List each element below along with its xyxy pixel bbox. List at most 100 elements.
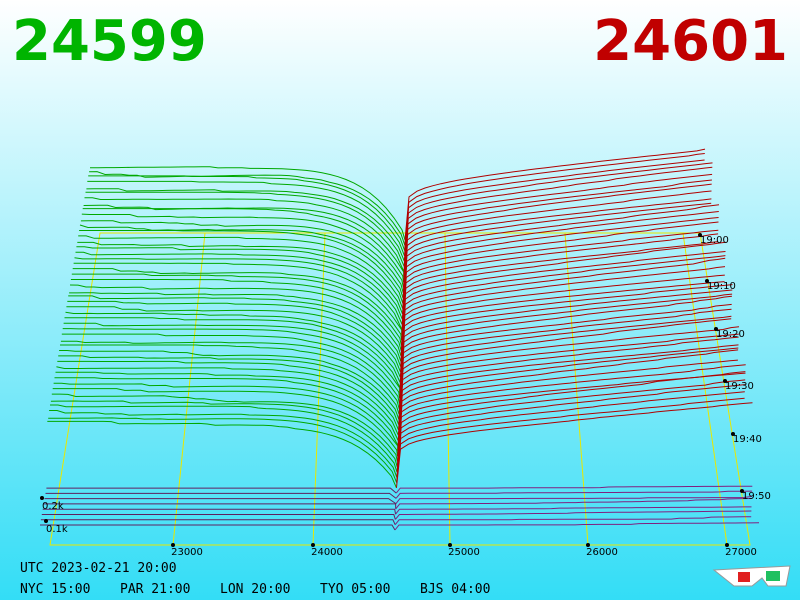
ask-depth-line [398, 315, 732, 404]
ask-depth-line [401, 241, 726, 335]
tick-dot [40, 496, 44, 500]
ask-depth-line [395, 485, 753, 494]
ask-depth-line [397, 364, 746, 451]
bid-depth-line [73, 262, 403, 335]
bid-depth-line [75, 251, 403, 325]
ask-depth-line [396, 371, 746, 462]
tick-dot [740, 489, 744, 493]
ask-depth-line [395, 495, 752, 504]
bid-depth-line [89, 171, 406, 246]
bid-depth-line [58, 355, 400, 425]
ask-depth-line [395, 498, 752, 510]
bid-depth-line [47, 420, 397, 489]
tick-dot [44, 519, 48, 523]
bid-depth-line [74, 257, 403, 330]
ask-depth-line [402, 217, 719, 309]
utc-time: UTC 2023-02-21 20:00 [20, 561, 177, 576]
ask-depth-line [400, 281, 725, 367]
ask-depth-line [395, 490, 753, 499]
ask-depth-line [403, 183, 712, 277]
ask-depth-line [403, 179, 712, 272]
tick-dot [698, 233, 702, 237]
time-tick-label: 19:20 [716, 329, 745, 340]
ask-depth-line [400, 257, 726, 351]
bid-depth-line [85, 191, 405, 267]
ask-depth-line [396, 397, 745, 483]
ask-depth-line [398, 326, 740, 415]
bid-depth-line [49, 410, 398, 478]
ask-depth-line [402, 202, 712, 293]
zone-time: LON 20:00 [220, 582, 290, 597]
bid-depth-line [48, 417, 398, 483]
time-tick-label: 19:40 [733, 434, 762, 445]
bid-depth-line [52, 388, 399, 457]
bid-depth-line [77, 241, 403, 315]
bid-depth-line [67, 300, 401, 373]
bid-depth-line [88, 175, 406, 251]
ask-depth-line [399, 284, 733, 372]
bid-depth-line [69, 292, 402, 362]
ask-depth-line [399, 293, 733, 383]
bid-depth-line [50, 400, 398, 467]
depth-lines [40, 148, 760, 546]
ask-depth-line [396, 391, 745, 478]
bid-depth-line [50, 404, 398, 473]
axis-labels: 23000 24000 25000 26000 27000 19:00 19:10 19:20… [40, 233, 771, 558]
tick-dot [714, 327, 718, 331]
bid-depth-line [57, 360, 399, 431]
ask-depth-line [396, 384, 746, 473]
tick-dot [311, 543, 315, 547]
ask-depth-line [403, 162, 713, 256]
tick-dot [586, 543, 590, 547]
time-tick-label: 19:10 [707, 281, 736, 292]
ask-depth-line [399, 289, 733, 378]
bid-depth-line [76, 246, 403, 320]
bid-depth-line [40, 519, 396, 525]
tick-dot [725, 543, 729, 547]
tick-dot [723, 379, 727, 383]
bid-depth-line [72, 268, 403, 341]
bid-depth-line [59, 350, 400, 420]
bid-depth-line [86, 188, 405, 262]
ask-depth-line [401, 251, 726, 341]
ask-depth-line [399, 303, 732, 393]
bid-depth-line [43, 503, 397, 509]
ask-depth-line [397, 347, 739, 436]
bid-depth-line [89, 166, 406, 241]
bid-depth-line [40, 524, 396, 531]
zone-time: BJS 04:00 [420, 582, 490, 597]
bid-depth-line [46, 487, 397, 494]
tick-dot [705, 279, 709, 283]
ask-depth-line [394, 522, 760, 531]
bid-depth-line [56, 366, 399, 436]
zone-time: NYC 15:00 [20, 582, 90, 597]
bid-depth-line [79, 224, 404, 299]
ask-depth-line [395, 506, 752, 515]
time-tick-label: 19:00 [700, 235, 729, 246]
ask-depth-line [404, 148, 706, 241]
bid-depth-line [84, 197, 405, 272]
price-tick-label: 27000 [725, 547, 757, 558]
depth-tick-label: 0.2k [42, 501, 64, 512]
bid-depth-line [54, 377, 399, 446]
ask-depth-line [401, 221, 719, 314]
ask-depth-line [401, 241, 718, 330]
bid-depth-line [51, 393, 398, 462]
ask-depth-line [396, 379, 746, 467]
bid-depth-line [63, 322, 401, 393]
bid-depth-line [82, 208, 405, 283]
bid-depth-line [66, 306, 401, 378]
depth-tick-label: 0.1k [46, 524, 68, 535]
ask-depth-line [394, 516, 752, 526]
bid-depth-line [42, 508, 397, 515]
ask-depth-line [400, 255, 726, 346]
ask-depth-line [400, 266, 726, 357]
bid-depth-line [62, 328, 401, 399]
ask-depth-line [394, 510, 752, 520]
time-tick-label: 19:30 [725, 381, 754, 392]
ask-depth-line [403, 190, 712, 283]
ask-depth-line [402, 204, 720, 299]
ask-depth-line [399, 308, 732, 399]
ask-depth-line [404, 153, 705, 246]
tick-dot [448, 543, 452, 547]
